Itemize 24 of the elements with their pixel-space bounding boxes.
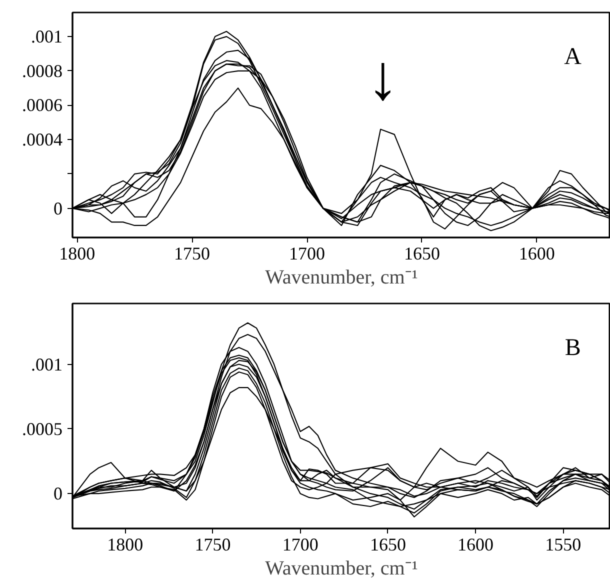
y-tick-label: .0004 bbox=[22, 130, 62, 150]
x-axis-title: Wavenumber, cm⁻¹ bbox=[265, 558, 418, 580]
y-tick-label: .0006 bbox=[22, 95, 62, 116]
x-tick-label: 1600 bbox=[518, 244, 555, 264]
x-tick-label: 1750 bbox=[174, 244, 210, 264]
x-tick-label: 1550 bbox=[545, 534, 582, 554]
x-tick-label: 1650 bbox=[404, 244, 440, 264]
x-tick-label: 1650 bbox=[370, 534, 406, 554]
annotation: B bbox=[564, 335, 581, 361]
y-tick-label: .0005 bbox=[22, 418, 62, 439]
y-tick-label: .0008 bbox=[22, 60, 62, 81]
annotation: A bbox=[564, 44, 582, 70]
x-tick-label: 1750 bbox=[194, 534, 231, 554]
y-tick-label: .001 bbox=[31, 26, 62, 47]
x-tick-label: 1800 bbox=[107, 534, 144, 554]
x-axis-title: Wavenumber, cm⁻¹ bbox=[265, 266, 418, 288]
x-tick-label: 1600 bbox=[458, 534, 494, 554]
y-tick-label: 0 bbox=[54, 198, 62, 218]
x-tick-label: 1800 bbox=[59, 244, 96, 264]
x-tick-label: 1700 bbox=[282, 534, 318, 554]
y-tick-label: 0 bbox=[54, 484, 62, 504]
y-tick-label: .001 bbox=[31, 354, 62, 374]
x-tick-label: 1700 bbox=[289, 244, 326, 264]
annotation: ↓ bbox=[366, 42, 399, 113]
